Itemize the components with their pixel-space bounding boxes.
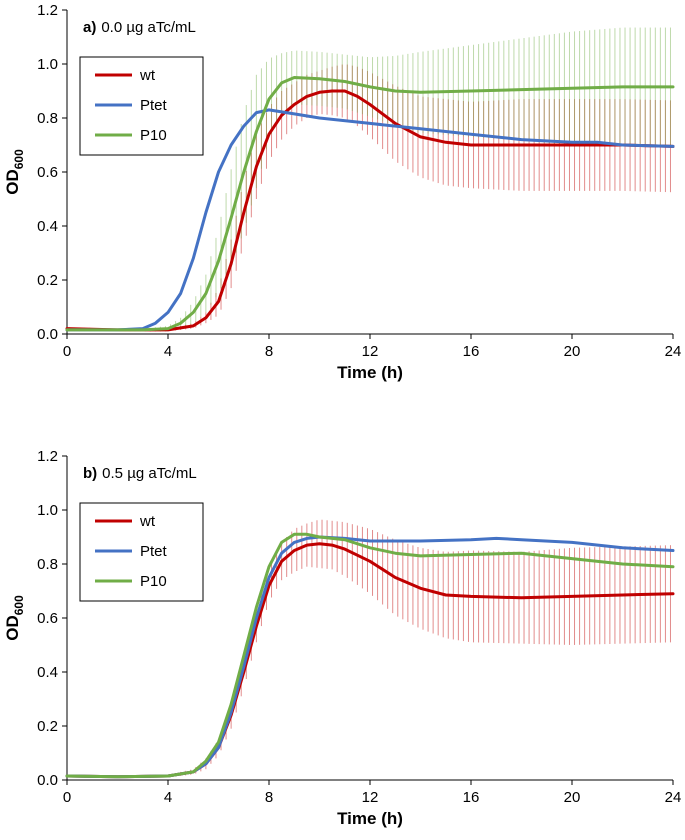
legend-label-wt: wt: [139, 67, 156, 84]
y-tick-label: 1.0: [37, 502, 58, 519]
panel-title: b) 0.5 µg aTc/mL: [83, 465, 197, 482]
series-line-wt: [65, 89, 675, 332]
y-tick-label: 0.2: [37, 272, 58, 289]
x-axis-title: Time (h): [337, 809, 403, 828]
panel-condition: 0.0 µg aTc/mL: [101, 19, 196, 36]
y-axis-title: OD600: [3, 595, 26, 641]
series-line-p10: [65, 532, 675, 779]
y-tick-label: 0.0: [37, 772, 58, 789]
x-axis-title: Time (h): [337, 363, 403, 382]
legend: wt Ptet P10: [79, 502, 204, 602]
panel-title: a) 0.0 µg aTc/mL: [83, 19, 196, 36]
series-line-p10: [65, 76, 675, 332]
y-tick-label: 0.8: [37, 556, 58, 573]
y-axis-title-subscript: 600: [12, 595, 26, 615]
x-tick-label: 8: [265, 789, 273, 806]
y-axis-title-main: OD: [3, 615, 22, 641]
panel-condition: 0.5 µg aTc/mL: [102, 465, 197, 482]
legend-label-wt: wt: [139, 513, 156, 530]
x-tick-label: 12: [362, 789, 379, 806]
legend-label-p10: P10: [140, 573, 167, 590]
series-line-ptet: [65, 108, 675, 332]
panel-letter: b): [83, 465, 97, 482]
legend-label-ptet: Ptet: [140, 97, 168, 114]
y-tick-label: 0.0: [37, 326, 58, 343]
y-tick-label: 1.2: [37, 2, 58, 19]
x-tick-label: 16: [463, 343, 480, 360]
x-tick-label: 24: [665, 789, 682, 806]
y-tick-label: 0.6: [37, 164, 58, 181]
y-tick-label: 1.2: [37, 448, 58, 465]
x-tick-label: 4: [164, 343, 172, 360]
legend-label-p10: P10: [140, 127, 167, 144]
x-tick-label: 24: [665, 343, 682, 360]
y-axis-title: OD600: [3, 149, 26, 195]
panel-letter: a): [83, 19, 96, 36]
x-tick-label: 4: [164, 789, 172, 806]
y-tick-label: 1.0: [37, 56, 58, 73]
chart-panel-2: 0.0 0.2 0.4 0.6 0.8 1.0 1.2 0 4 8 12 16 20 24 Time (h)…: [3, 448, 681, 828]
legend-label-ptet: Ptet: [140, 543, 168, 560]
y-axis-title-subscript: 600: [12, 149, 26, 169]
y-tick-label: 0.8: [37, 110, 58, 127]
y-tick-label: 0.6: [37, 610, 58, 627]
x-tick-label: 12: [362, 343, 379, 360]
x-tick-label: 20: [564, 343, 581, 360]
x-tick-label: 0: [63, 343, 71, 360]
y-tick-label: 0.4: [37, 218, 58, 235]
x-tick-label: 0: [63, 789, 71, 806]
y-tick-label: 0.2: [37, 718, 58, 735]
y-axis-title-main: OD: [3, 169, 22, 195]
x-tick-label: 20: [564, 789, 581, 806]
x-tick-label: 16: [463, 789, 480, 806]
chart-panel-1: 0.0 0.2 0.4 0.6 0.8 1.0 1.2 0 4 8 12 16 20 24 Time (h)…: [3, 2, 681, 382]
legend: wt Ptet P10: [79, 56, 204, 156]
y-tick-label: 0.4: [37, 664, 58, 681]
x-tick-label: 8: [265, 343, 273, 360]
